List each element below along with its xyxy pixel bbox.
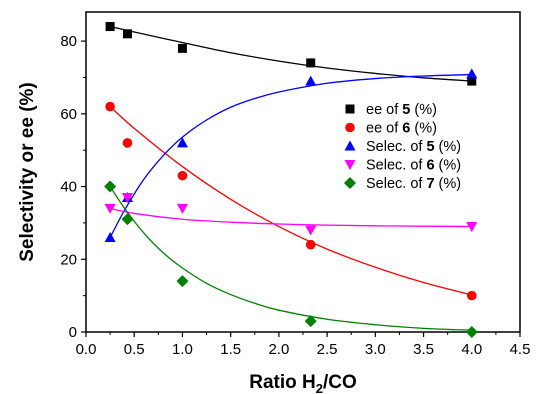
x-tick-label: 1.0	[172, 341, 193, 358]
x-tick-label: 0.5	[124, 341, 145, 358]
x-tick-label: 4.0	[461, 341, 482, 358]
fit-curve-2	[109, 106, 472, 296]
data-point-series-3	[104, 231, 116, 242]
data-point-series-2	[105, 101, 115, 112]
data-point-series-5	[465, 326, 478, 338]
legend-label-4: Selec. of 6 (%)	[366, 158, 461, 174]
data-point-series-4	[176, 203, 188, 214]
data-point-series-3	[176, 137, 188, 148]
fit-curve-4	[109, 207, 472, 228]
data-point-series-2	[177, 170, 188, 181]
x-tick-label: 3.5	[413, 341, 434, 358]
y-tick-label: 0	[69, 324, 77, 341]
data-point-series-4	[121, 192, 133, 203]
y-axis-title: Selectivity or ee (%)	[17, 82, 38, 262]
data-point-series-5	[104, 180, 117, 193]
legend-label-3: Selec. of 5 (%)	[366, 139, 461, 155]
data-point-series-4	[466, 222, 478, 233]
data-point-series-5	[304, 315, 317, 328]
x-tick-label: 4.5	[510, 341, 531, 358]
y-tick-label: 20	[60, 251, 77, 268]
data-point-series-1	[122, 29, 132, 39]
data-point-series-2	[466, 290, 477, 301]
y-tick-label: 80	[60, 33, 77, 50]
data-point-series-2	[305, 239, 316, 250]
data-point-series-2	[122, 138, 133, 148]
x-tick-label: 2.0	[268, 341, 289, 358]
fit-curve-1	[109, 25, 472, 82]
legend-marker-5	[344, 177, 356, 189]
legend-marker-2	[345, 122, 355, 133]
legend-marker-3	[344, 140, 356, 151]
x-axis: 0.0 0.5 1.0 1.5 2.0 2.5 3.0 3.5 4.0 4.5	[76, 332, 531, 358]
data-point-series-3	[466, 68, 478, 79]
data-markers	[104, 22, 478, 338]
data-point-series-1	[177, 43, 187, 53]
y-tick-label: 60	[60, 106, 77, 123]
data-point-series-5	[176, 275, 189, 288]
fit-curve-5	[109, 186, 472, 331]
data-point-series-1	[105, 22, 115, 32]
legend-marker-4	[344, 160, 356, 170]
data-point-series-5	[121, 213, 134, 226]
legend-label-2: ee of 6 (%)	[366, 121, 437, 137]
x-tick-label: 3.0	[365, 341, 386, 358]
legend: ee of 5 (%) ee of 6 (%) Selec. of 5 (%) Sel…	[344, 102, 461, 192]
legend-label-5: Selec. of 7 (%)	[366, 176, 461, 192]
x-tick-label: 0.0	[76, 341, 97, 358]
x-tick-label: 1.5	[220, 341, 241, 358]
fit-curves	[109, 25, 472, 331]
data-point-series-4	[305, 225, 317, 236]
data-point-series-1	[467, 76, 477, 86]
y-tick-label: 40	[60, 179, 77, 196]
y-axis: 0 20 40 60 80	[60, 33, 86, 341]
x-tick-label: 2.5	[317, 341, 338, 358]
x-axis-title: Ratio H2/CO	[249, 372, 357, 394]
data-point-series-4	[104, 203, 116, 214]
legend-label-1: ee of 5 (%)	[366, 102, 437, 118]
legend-marker-1	[345, 104, 355, 114]
data-point-series-3	[305, 75, 317, 86]
fit-curve-3	[109, 73, 472, 238]
data-point-series-1	[306, 58, 316, 68]
